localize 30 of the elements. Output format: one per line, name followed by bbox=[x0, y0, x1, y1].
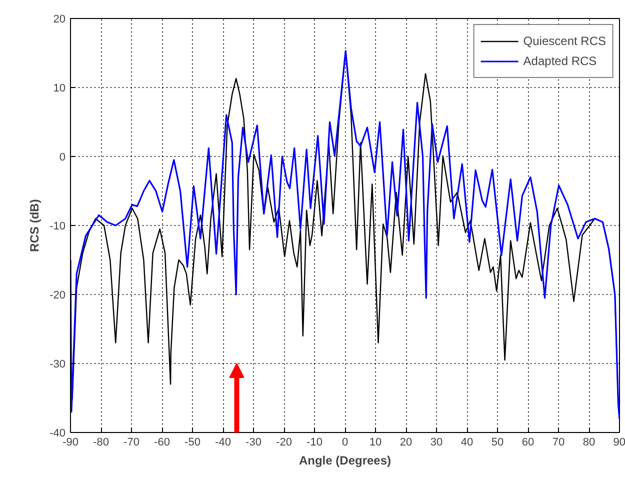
x-tick-label: -10 bbox=[306, 436, 322, 448]
x-tick-label: 60 bbox=[522, 436, 534, 448]
x-tick-label: 20 bbox=[400, 436, 412, 448]
x-tick-label: -50 bbox=[184, 436, 200, 448]
x-tick-label: 0 bbox=[342, 436, 348, 448]
y-tick-label: -10 bbox=[50, 220, 66, 232]
x-tick-label: 90 bbox=[613, 436, 625, 448]
x-tick-label: 40 bbox=[460, 436, 474, 448]
x-tick-label: 30 bbox=[430, 436, 443, 448]
x-tick-label: -40 bbox=[215, 436, 231, 448]
x-tick-label: -30 bbox=[246, 436, 262, 448]
x-tick-label: 80 bbox=[582, 436, 596, 448]
x-tick-label: -70 bbox=[124, 436, 140, 448]
y-tick-label: -40 bbox=[50, 428, 66, 440]
y-axis-title: RCS (dB) bbox=[28, 199, 42, 252]
x-axis-title: Angle (Degrees) bbox=[298, 454, 392, 468]
x-tick-label: -80 bbox=[93, 436, 109, 448]
y-tick-label: -20 bbox=[50, 290, 66, 302]
y-tick-label: -30 bbox=[50, 358, 66, 370]
y-tick-label: 0 bbox=[59, 152, 66, 164]
y-tick-label: 10 bbox=[53, 82, 66, 94]
x-tick-label: 50 bbox=[491, 436, 504, 448]
x-tick-label: -90 bbox=[62, 436, 78, 448]
x-tick-label: 10 bbox=[369, 436, 382, 448]
y-tick-label: 20 bbox=[53, 14, 66, 26]
x-tick-label: 70 bbox=[552, 436, 565, 448]
x-tick-label: -60 bbox=[154, 436, 170, 448]
x-tick-label: -20 bbox=[276, 436, 292, 448]
legend-label: Quiescent RCS bbox=[523, 34, 606, 48]
legend-label: Adapted RCS bbox=[523, 54, 597, 68]
